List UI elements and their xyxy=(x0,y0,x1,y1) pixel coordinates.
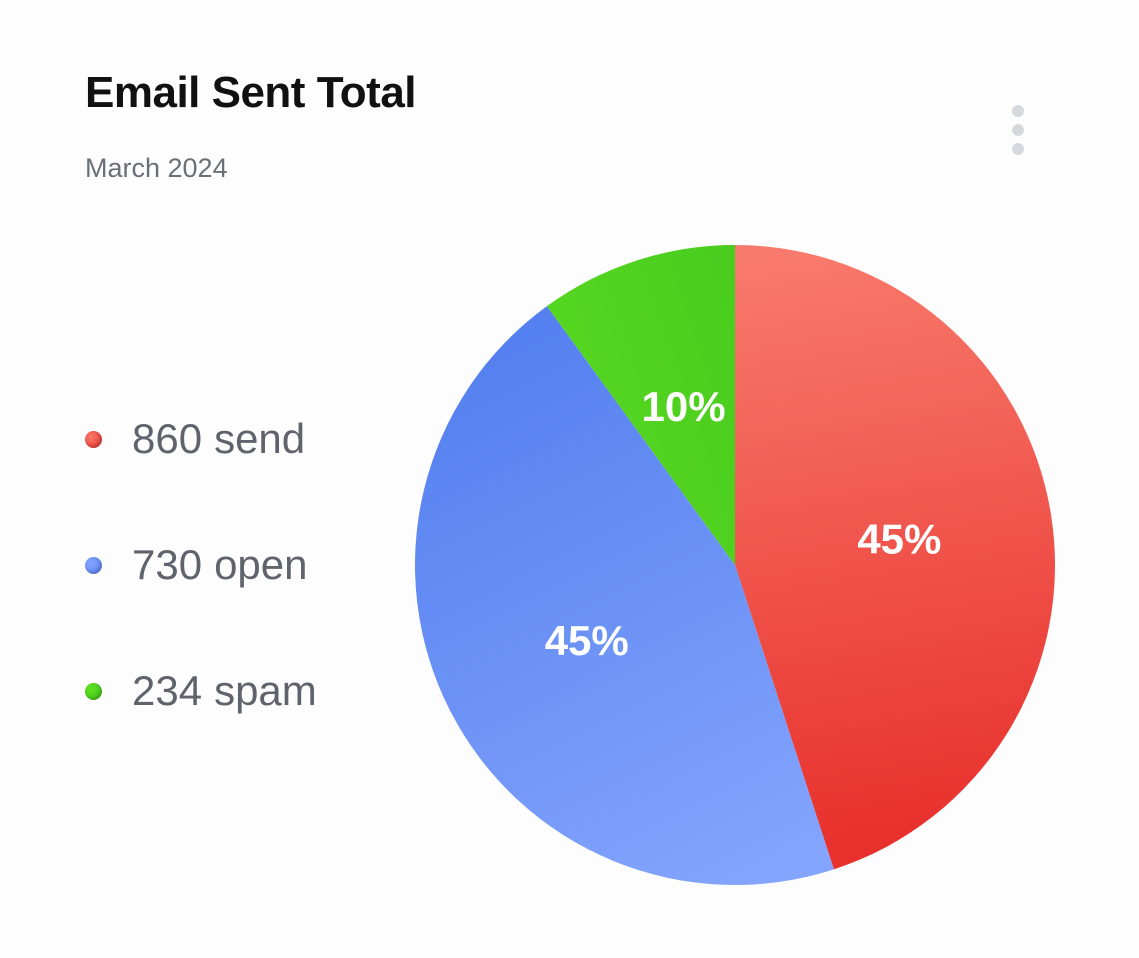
legend-label-spam: 234 spam xyxy=(132,667,317,715)
pie-labels: 45% 45% 10% xyxy=(545,383,942,664)
pie-label-open: 45% xyxy=(545,617,629,664)
chart-subtitle: March 2024 xyxy=(85,153,228,183)
pie-label-spam: 10% xyxy=(642,383,726,430)
legend-label-send: 860 send xyxy=(132,415,305,463)
chart-legend: 860 send 730 open 234 spam xyxy=(85,408,317,722)
menu-dot xyxy=(1012,143,1024,155)
pie-slices xyxy=(415,245,1056,885)
menu-dot xyxy=(1012,105,1024,117)
chart-title: Email Sent Total xyxy=(85,68,417,117)
legend-dot-open xyxy=(85,556,102,574)
pie-slice-send[interactable] xyxy=(735,245,1056,870)
legend-name-send: send xyxy=(214,415,306,462)
legend-dot-send xyxy=(85,430,102,448)
pie-slice-spam[interactable] xyxy=(546,245,735,565)
pie-slice-open[interactable] xyxy=(415,306,834,885)
legend-item-send: 860 send xyxy=(85,408,317,470)
menu-dot xyxy=(1012,124,1024,136)
more-vertical-icon[interactable] xyxy=(1000,98,1036,162)
legend-value-open: 730 xyxy=(132,541,203,588)
legend-value-spam: 234 xyxy=(132,667,203,714)
legend-dot-spam xyxy=(85,682,102,700)
legend-label-open: 730 open xyxy=(132,541,308,589)
legend-name-spam: spam xyxy=(214,667,317,714)
legend-name-open: open xyxy=(214,541,308,588)
pie-label-send: 45% xyxy=(857,515,941,562)
legend-value-send: 860 xyxy=(132,415,203,462)
legend-item-open: 730 open xyxy=(85,534,317,596)
legend-item-spam: 234 spam xyxy=(85,660,317,722)
